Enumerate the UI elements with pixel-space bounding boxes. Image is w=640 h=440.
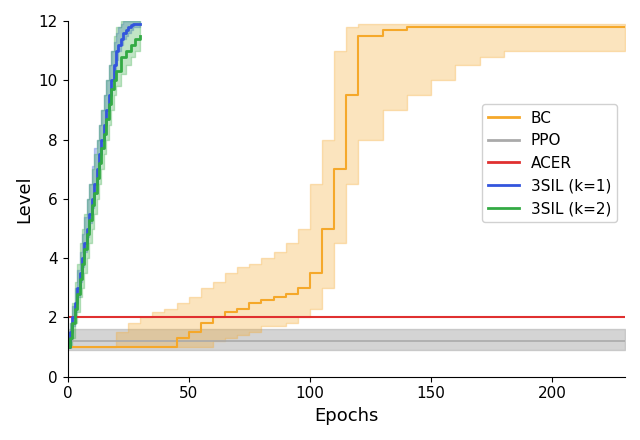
Y-axis label: Level: Level: [15, 175, 33, 223]
X-axis label: Epochs: Epochs: [314, 407, 378, 425]
Legend: BC, PPO, ACER, 3SIL (k=1), 3SIL (k=2): BC, PPO, ACER, 3SIL (k=1), 3SIL (k=2): [482, 104, 618, 222]
